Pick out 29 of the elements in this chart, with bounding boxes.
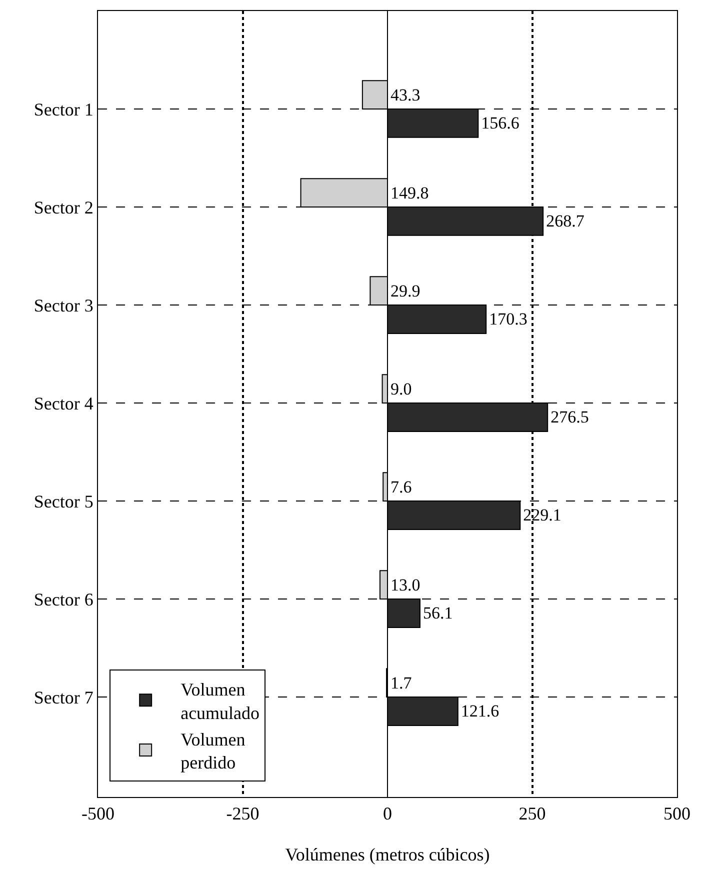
data-label: 43.3 (390, 85, 420, 104)
y-tick-label: Sector 5 (34, 491, 94, 512)
data-label: 229.1 (523, 506, 562, 525)
data-label: 56.1 (422, 604, 453, 623)
legend-label: Volumen perdido (180, 729, 246, 773)
data-label: 170.3 (489, 310, 528, 329)
y-tick-label: Sector 4 (34, 393, 94, 414)
y-tick-label: Sector 3 (34, 295, 94, 316)
x-tick-label: 0 (383, 804, 392, 824)
data-label: 29.9 (390, 281, 420, 300)
x-tick-label: 500 (664, 804, 690, 824)
data-label: 7.6 (390, 477, 412, 496)
y-tick-label: Sector 6 (34, 589, 94, 610)
data-label: 276.5 (550, 408, 589, 427)
x-tick-label: 250 (518, 804, 546, 824)
y-tick-label: Sector 1 (34, 99, 94, 120)
data-label: 121.6 (460, 702, 500, 721)
data-label: 156.6 (481, 114, 520, 133)
data-label: 268.7 (546, 212, 585, 231)
legend-label: Volumen acumulado (180, 680, 260, 723)
y-tick-label: Sector 2 (34, 197, 94, 218)
x-axis-title: Volúmenes (metros cúbicos) (285, 844, 490, 865)
data-label: 9.0 (390, 379, 412, 398)
x-tick-label: -500 (82, 804, 114, 824)
data-label: 13.0 (390, 575, 420, 594)
x-tick-label: -250 (226, 804, 260, 824)
data-label: 149.8 (390, 183, 429, 202)
data-label: 1.7 (390, 673, 412, 692)
y-tick-label: Sector 7 (34, 687, 94, 708)
